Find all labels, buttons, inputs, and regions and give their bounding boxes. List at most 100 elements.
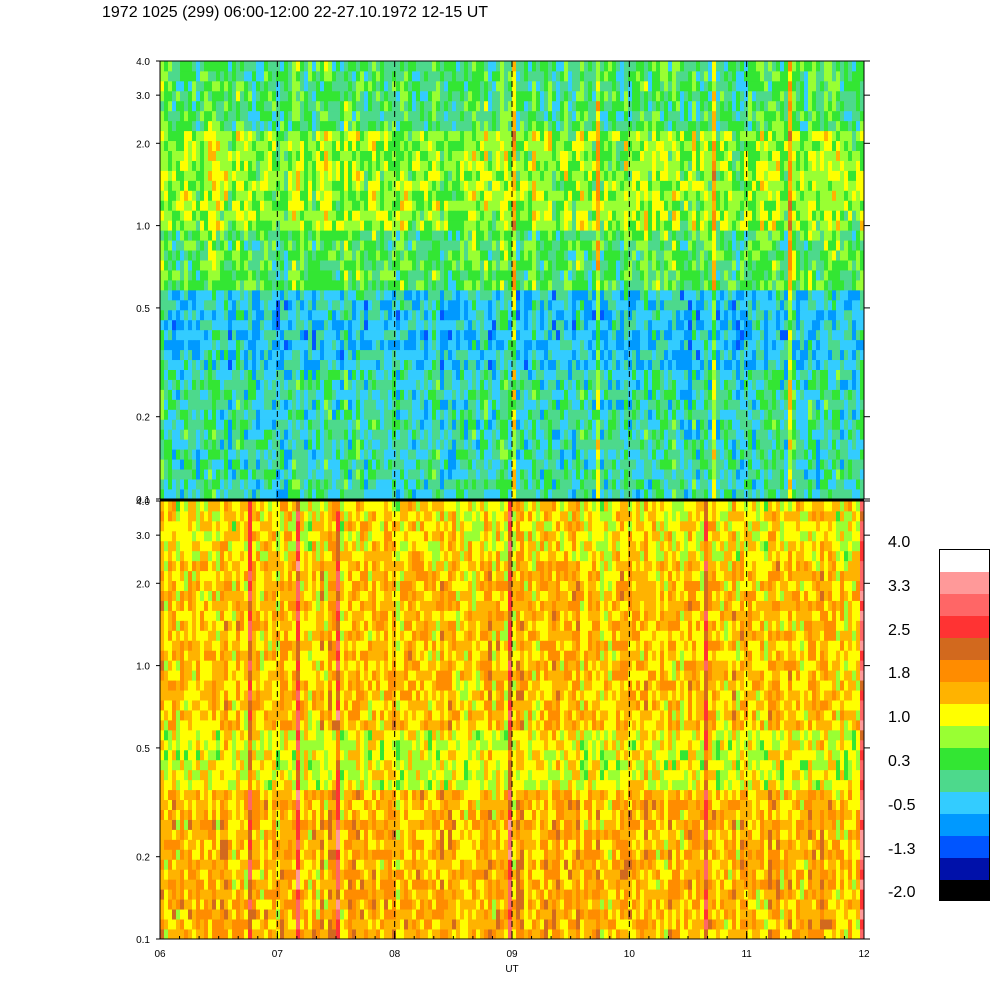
- heatmap-cell: [432, 449, 437, 460]
- heatmap-cell: [792, 399, 797, 410]
- heatmap-cell: [440, 280, 445, 291]
- heatmap-cell: [368, 270, 373, 281]
- heatmap-cell: [628, 359, 633, 370]
- heatmap-cell: [780, 270, 785, 281]
- heatmap-cell: [236, 210, 241, 221]
- heatmap-cell: [748, 250, 753, 261]
- heatmap-cell: [424, 230, 429, 241]
- heatmap-cell: [344, 449, 349, 460]
- heatmap-cell: [348, 220, 353, 231]
- heatmap-cell: [432, 359, 437, 370]
- heatmap-cell: [560, 369, 565, 380]
- heatmap-cell: [408, 369, 413, 380]
- heatmap-cell: [628, 319, 633, 331]
- heatmap-cell: [748, 479, 753, 490]
- heatmap-cell: [768, 469, 773, 480]
- heatmap-cell: [512, 230, 517, 241]
- heatmap-cell: [568, 449, 573, 460]
- heatmap-cell: [732, 280, 737, 291]
- heatmap-cell: [488, 389, 493, 400]
- heatmap-cell: [428, 339, 433, 351]
- heatmap-cell: [488, 230, 493, 241]
- heatmap-cell: [684, 220, 689, 231]
- heatmap-cell: [468, 240, 473, 251]
- heatmap-cell: [384, 459, 389, 470]
- heatmap-cell: [692, 379, 697, 390]
- heatmap-cell: [792, 289, 797, 301]
- heatmap-cell: [804, 379, 809, 390]
- heatmap-cell: [600, 399, 605, 410]
- heatmap-cell: [640, 250, 645, 261]
- heatmap-cell: [408, 459, 413, 470]
- heatmap-cell: [312, 489, 317, 500]
- heatmap-cell: [772, 230, 777, 241]
- heatmap-cell: [804, 329, 809, 341]
- heatmap-cell: [760, 379, 765, 390]
- heatmap-cell: [400, 469, 405, 480]
- heatmap-cell: [504, 379, 509, 390]
- heatmap-cell: [460, 369, 465, 380]
- heatmap-cell: [548, 439, 553, 450]
- heatmap-cell: [752, 389, 757, 400]
- heatmap-cell: [576, 409, 581, 420]
- heatmap-cell: [612, 309, 617, 321]
- heatmap-cell: [300, 369, 305, 380]
- heatmap-cell: [244, 489, 249, 500]
- heatmap-cell: [296, 240, 301, 251]
- heatmap-cell: [368, 429, 373, 440]
- heatmap-cell: [228, 230, 233, 241]
- heatmap-cell: [532, 459, 537, 470]
- heatmap-cell: [496, 299, 501, 311]
- heatmap-cell: [376, 220, 381, 231]
- heatmap-cell: [700, 489, 705, 500]
- heatmap-cell: [444, 409, 449, 420]
- heatmap-cell: [716, 270, 721, 281]
- heatmap-cell: [224, 280, 229, 291]
- heatmap-cell: [836, 489, 841, 500]
- heatmap-cell: [628, 389, 633, 400]
- heatmap-cell: [252, 439, 257, 450]
- heatmap-cell: [700, 309, 705, 321]
- heatmap-cell: [568, 349, 573, 361]
- heatmap-cell: [704, 419, 709, 430]
- heatmap-cell: [296, 210, 301, 221]
- heatmap-cell: [164, 379, 169, 390]
- heatmap-cell: [220, 309, 225, 321]
- heatmap-cell: [260, 399, 265, 410]
- heatmap-cell: [648, 220, 653, 231]
- heatmap-cell: [328, 270, 333, 281]
- heatmap-cell: [176, 399, 181, 410]
- heatmap-cell: [576, 240, 581, 251]
- heatmap-cell: [728, 349, 733, 361]
- heatmap-cell: [328, 240, 333, 251]
- heatmap-cell: [320, 250, 325, 261]
- heatmap-cell: [712, 250, 717, 261]
- heatmap-cell: [200, 230, 205, 241]
- heatmap-cell: [628, 369, 633, 380]
- heatmap-cell: [580, 419, 585, 430]
- heatmap-cell: [232, 429, 237, 440]
- heatmap-cell: [728, 389, 733, 400]
- heatmap-cell: [160, 459, 165, 470]
- heatmap-cell: [172, 230, 177, 241]
- heatmap-cell: [176, 369, 181, 380]
- heatmap-cell: [544, 459, 549, 470]
- heatmap-cell: [448, 250, 453, 261]
- heatmap-cell: [240, 359, 245, 370]
- heatmap-cell: [564, 369, 569, 380]
- heatmap-cell: [304, 289, 309, 301]
- heatmap-cell: [644, 339, 649, 351]
- heatmap-cell: [556, 230, 561, 241]
- heatmap-cell: [812, 240, 817, 251]
- heatmap-cell: [672, 250, 677, 261]
- heatmap-cell: [540, 359, 545, 370]
- heatmap-cell: [508, 299, 513, 311]
- heatmap-cell: [316, 260, 321, 271]
- heatmap-cell: [208, 309, 213, 321]
- heatmap-cell: [736, 469, 741, 480]
- heatmap-cell: [580, 240, 585, 251]
- heatmap-cell: [828, 329, 833, 341]
- heatmap-cell: [248, 399, 253, 410]
- heatmap-cell: [848, 379, 853, 390]
- heatmap-cell: [248, 240, 253, 251]
